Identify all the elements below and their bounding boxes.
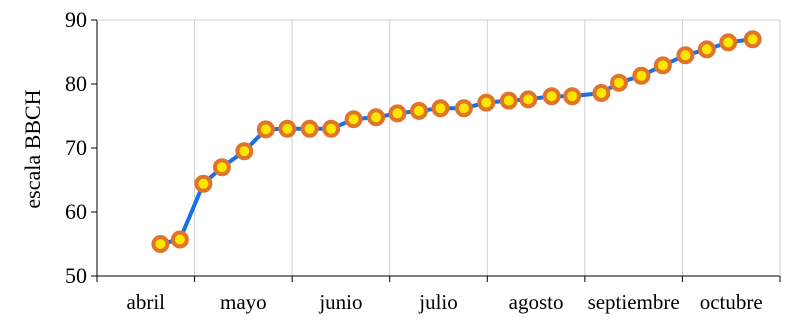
- x-tick-labels: abril mayo junio julio agosto septiembre octub…: [127, 290, 763, 314]
- data-point: [632, 66, 651, 85]
- x-tick-label: mayo: [220, 290, 267, 314]
- x-tick-label: agosto: [509, 290, 564, 314]
- data-point: [235, 142, 254, 161]
- x-tick-label: abril: [127, 290, 166, 314]
- data-point: [431, 99, 450, 118]
- data-point: [592, 84, 611, 102]
- data-point: [151, 235, 170, 253]
- y-axis-label: escala BBCH: [20, 89, 45, 208]
- data-point: [212, 158, 231, 177]
- y-tick-labels: 50 60 70 80 90: [65, 7, 87, 288]
- data-point: [367, 108, 386, 127]
- data-point: [278, 119, 297, 138]
- data-point: [194, 174, 213, 193]
- y-tick-label: 70: [65, 135, 87, 160]
- data-point: [256, 120, 275, 139]
- data-point: [410, 101, 428, 120]
- data-point: [697, 40, 716, 59]
- x-tick-label: octubre: [700, 290, 763, 314]
- y-tick-label: 80: [65, 71, 87, 96]
- gridlines: [194, 20, 683, 276]
- data-point: [743, 30, 762, 49]
- data-series: [151, 30, 762, 253]
- data-point: [610, 73, 628, 92]
- y-tick-label: 90: [65, 7, 87, 32]
- x-tick-label: julio: [418, 290, 458, 314]
- data-point: [519, 90, 538, 109]
- data-point: [300, 119, 319, 138]
- data-point: [477, 93, 496, 112]
- data-point: [676, 46, 695, 65]
- x-tick-label: junio: [318, 290, 362, 314]
- data-point: [454, 99, 473, 118]
- data-point: [719, 33, 738, 52]
- series-line: [159, 37, 753, 246]
- y-tick-label: 60: [65, 199, 87, 224]
- axes: [91, 19, 781, 282]
- x-tick-label: septiembre: [588, 290, 680, 314]
- data-point: [170, 230, 189, 249]
- data-point: [563, 87, 582, 106]
- data-point: [499, 91, 518, 110]
- data-point: [388, 104, 407, 123]
- data-point: [653, 56, 672, 75]
- y-tick-label: 50: [65, 263, 87, 288]
- data-point: [542, 87, 561, 106]
- data-point: [344, 110, 363, 129]
- data-point: [322, 119, 341, 138]
